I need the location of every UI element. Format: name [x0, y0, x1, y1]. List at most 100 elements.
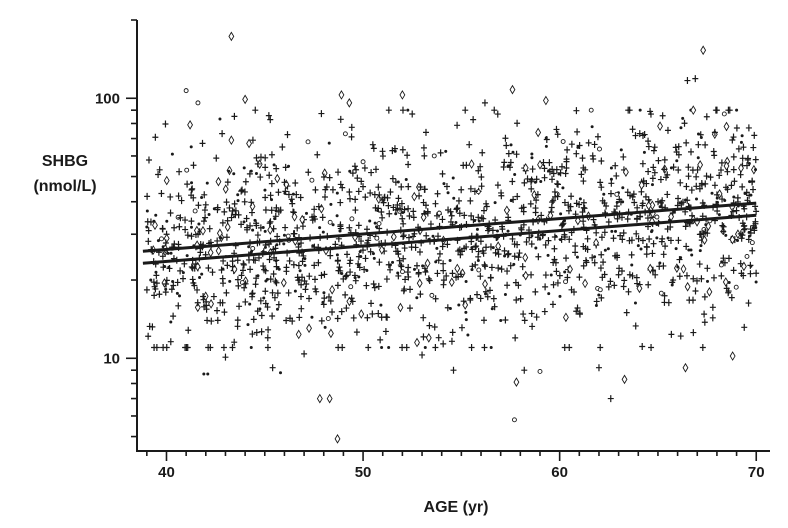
data-point [676, 265, 680, 269]
data-point [661, 292, 668, 300]
data-point [654, 214, 660, 220]
data-point [730, 266, 737, 274]
data-point [631, 198, 638, 206]
data-point [420, 144, 427, 152]
data-point [242, 94, 249, 105]
data-point [498, 189, 505, 197]
data-point [448, 212, 455, 220]
data-point [396, 271, 400, 275]
data-point [343, 304, 350, 312]
data-point [749, 264, 753, 268]
data-point [301, 350, 308, 358]
data-point [695, 141, 702, 149]
data-point [401, 285, 408, 293]
data-point [315, 259, 322, 267]
data-point [613, 202, 620, 210]
data-point [490, 307, 494, 311]
data-point [254, 160, 261, 168]
data-point [175, 192, 182, 200]
data-point [221, 267, 225, 271]
data-point [558, 163, 565, 171]
data-point [264, 303, 271, 311]
data-point [363, 282, 370, 290]
data-point [494, 181, 501, 189]
data-point [487, 274, 494, 281]
data-point [686, 296, 693, 304]
data-point [646, 235, 653, 243]
data-point [642, 150, 646, 154]
data-point [244, 224, 251, 232]
data-point [621, 200, 625, 204]
data-point [522, 163, 529, 173]
data-point [651, 143, 658, 151]
data-point [164, 287, 168, 291]
data-point [189, 185, 196, 193]
data-point [194, 240, 201, 250]
data-point [171, 279, 175, 283]
data-point [348, 123, 355, 131]
data-point [242, 280, 249, 288]
data-point [201, 191, 208, 199]
data-point [238, 271, 245, 279]
data-point [467, 294, 474, 302]
data-point [171, 224, 178, 232]
data-point [576, 200, 583, 208]
data-point [311, 275, 318, 283]
data-point [382, 327, 389, 335]
data-point [752, 218, 759, 226]
data-point [144, 192, 151, 200]
data-point [162, 120, 169, 128]
data-point [318, 226, 322, 230]
data-point [661, 165, 668, 173]
data-point [249, 290, 256, 298]
data-point [209, 268, 216, 276]
data-point [446, 191, 450, 195]
data-point [575, 255, 579, 259]
data-point [588, 107, 594, 113]
data-point [232, 172, 236, 176]
data-point [466, 141, 473, 149]
data-point [740, 134, 744, 138]
data-point [232, 207, 239, 215]
data-point [739, 140, 743, 144]
data-point [558, 238, 562, 242]
data-point [273, 165, 280, 173]
data-point [432, 295, 439, 303]
data-point [365, 344, 372, 352]
data-point [167, 193, 174, 201]
data-point [640, 177, 647, 185]
data-point [634, 214, 641, 222]
data-point [598, 294, 605, 302]
data-point [314, 151, 321, 159]
data-point [740, 143, 747, 151]
data-point [679, 198, 686, 206]
data-point [329, 202, 333, 206]
data-point [257, 173, 264, 181]
data-point [664, 126, 671, 134]
data-point [639, 202, 646, 210]
data-point [747, 225, 754, 233]
data-point [683, 182, 690, 190]
data-point [189, 275, 196, 283]
data-point [713, 106, 720, 114]
data-point [693, 182, 700, 190]
data-point [589, 152, 596, 160]
data-point [687, 248, 691, 252]
data-point [322, 193, 329, 201]
data-point [421, 152, 428, 160]
data-point [368, 169, 375, 177]
data-point [549, 165, 556, 173]
data-point [311, 205, 318, 213]
data-point [440, 260, 447, 268]
data-point [458, 186, 465, 194]
data-point [400, 269, 405, 275]
data-point [598, 157, 605, 165]
data-point [717, 213, 721, 217]
data-point [597, 287, 603, 293]
data-point [217, 299, 224, 307]
data-point [449, 269, 456, 277]
data-point [551, 188, 558, 196]
data-point [719, 222, 726, 230]
data-point [311, 261, 318, 269]
data-point [453, 273, 460, 281]
